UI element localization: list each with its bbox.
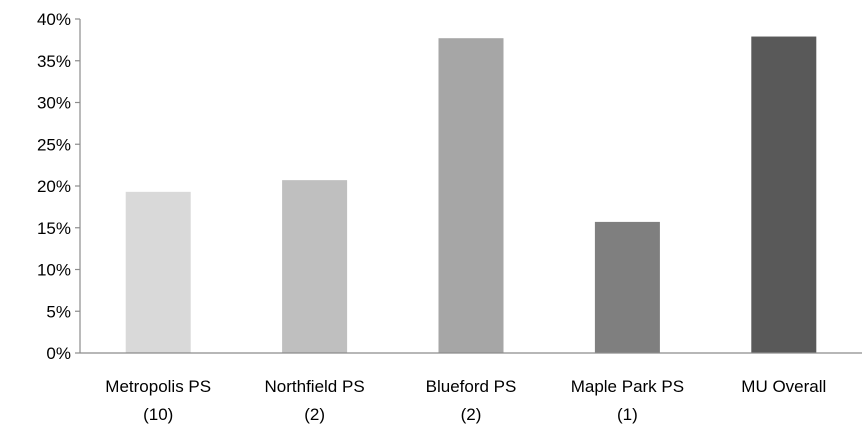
x-category-count: (1)	[617, 405, 638, 424]
bar-3	[438, 38, 504, 354]
y-tick-label: 40%	[37, 10, 71, 29]
bars	[125, 36, 817, 354]
x-axis: Metropolis PS (10) Northfield PS (2) Bluefor…	[80, 352, 862, 424]
x-category-count: (10)	[143, 405, 173, 424]
y-tick-label: 5%	[46, 302, 71, 321]
x-category-label: Metropolis PS	[105, 377, 211, 396]
y-tick-label: 25%	[37, 135, 71, 154]
x-category-label: Northfield PS	[265, 377, 365, 396]
y-tick-label: 10%	[37, 261, 71, 280]
x-category-count: (2)	[461, 405, 482, 424]
y-tick-label: 30%	[37, 94, 71, 113]
y-tick-label: 35%	[37, 52, 71, 71]
y-tick-label: 20%	[37, 177, 71, 196]
x-category-label: MU Overall	[741, 377, 826, 396]
y-tick-label: 0%	[46, 344, 71, 363]
x-category-label: Maple Park PS	[571, 377, 684, 396]
bar-2	[282, 180, 348, 353]
x-category-count: (2)	[304, 405, 325, 424]
bar-1	[125, 191, 191, 353]
x-category-label: Blueford PS	[426, 377, 517, 396]
bar-4	[594, 221, 660, 353]
bar-5	[751, 36, 817, 353]
y-axis: 0% 5% 10% 15% 20% 25% 30% 35% 40%	[37, 10, 81, 363]
y-tick-label: 15%	[37, 219, 71, 238]
